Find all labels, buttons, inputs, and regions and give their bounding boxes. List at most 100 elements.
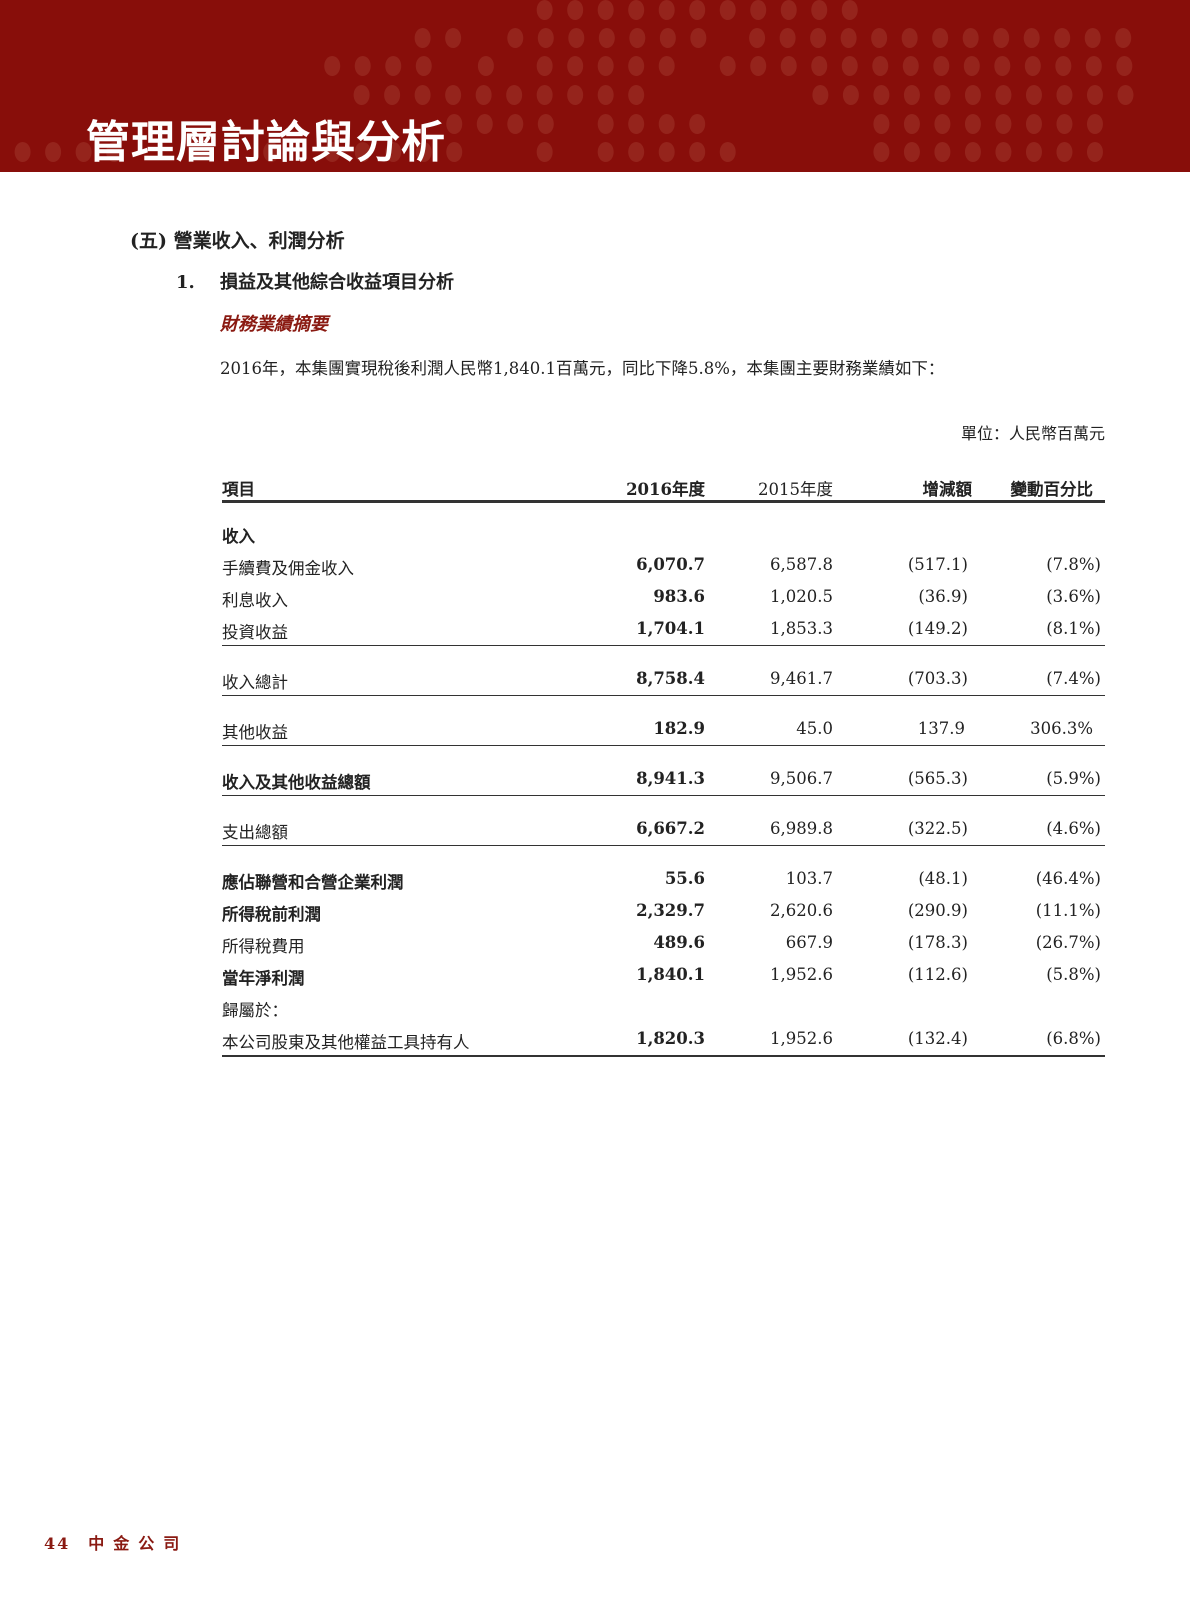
value-change: (112.6) [907, 965, 968, 984]
decorative-dot [903, 85, 920, 105]
decorative-dot [811, 0, 828, 20]
decorative-dot [446, 114, 463, 134]
column-header-change: 增減額 [922, 480, 973, 499]
value-2015: 1,020.5 [770, 587, 833, 606]
decorative-dot [749, 28, 766, 48]
decorative-dot [1025, 114, 1042, 134]
decorative-dot [1086, 85, 1103, 105]
decorative-dot [934, 114, 951, 134]
row-label: 收入總計 [222, 673, 288, 692]
decorative-dot [598, 28, 615, 48]
decorative-dot [659, 28, 676, 48]
value-change-percent: (46.4%) [1035, 869, 1101, 888]
value-2016: 6,070.7 [636, 555, 705, 574]
decorative-dot [871, 28, 888, 48]
decorative-dot [536, 0, 553, 20]
decorative-dot [1086, 114, 1103, 134]
section-heading: (五) 營業收入、利潤分析 [130, 230, 345, 252]
decorative-dot [354, 56, 371, 76]
decorative-dot [750, 0, 767, 20]
table-row: 歸屬於： [222, 991, 1105, 1023]
decorative-dot [658, 56, 675, 76]
value-2015: 6,587.8 [770, 555, 833, 574]
decorative-dot [1115, 28, 1132, 48]
decorative-dot [841, 0, 858, 20]
row-label: 所得稅前利潤 [222, 905, 321, 924]
decorative-dot [1024, 56, 1041, 76]
decorative-dot [536, 56, 553, 76]
value-change: (149.2) [907, 619, 968, 638]
value-change-percent: (7.4%) [1046, 669, 1101, 688]
row-label: 支出總額 [222, 823, 288, 842]
decorative-dot [324, 142, 341, 162]
decorative-dot [567, 0, 584, 20]
decorative-dot [477, 56, 494, 76]
value-2015: 1,952.6 [770, 965, 833, 984]
value-2015: 103.7 [785, 869, 833, 888]
table-row: 收入總計 8,758.4 9,461.7 (703.3) (7.4%) [222, 663, 1105, 696]
decorative-dot [934, 142, 951, 162]
decorative-dot [1056, 142, 1073, 162]
value-2016: 1,820.3 [636, 1029, 705, 1048]
decorative-dot [415, 56, 432, 76]
decorative-dot [1025, 85, 1042, 105]
decorative-dot [628, 114, 645, 134]
decorative-dot [597, 85, 614, 105]
decorative-dot [689, 0, 706, 20]
decorative-dot [719, 0, 736, 20]
row-label: 手續費及佣金收入 [222, 559, 354, 578]
decorative-dot [324, 56, 341, 76]
decorative-dot [840, 28, 857, 48]
decorative-dot [964, 114, 981, 134]
row-label: 其他收益 [222, 723, 288, 742]
decorative-dot [1086, 142, 1103, 162]
decorative-dot [506, 85, 523, 105]
row-label: 所得稅費用 [222, 937, 305, 956]
table-row: 收入 [222, 517, 1105, 549]
decorative-dot [385, 142, 402, 162]
decorative-dot [1084, 28, 1101, 48]
decorative-dot [964, 142, 981, 162]
value-change: (48.1) [918, 869, 968, 888]
table-row: 所得稅費用 489.6 667.9 (178.3) (26.7%) [222, 927, 1105, 959]
decorative-dot [811, 56, 828, 76]
decorative-dot [14, 142, 31, 162]
decorative-dot [263, 142, 280, 162]
decorative-dot [933, 56, 950, 76]
value-2015: 9,461.7 [770, 669, 833, 688]
decorative-dot [994, 56, 1011, 76]
decorative-dot [106, 142, 123, 162]
decorative-dot [384, 85, 401, 105]
decorative-dot [476, 114, 493, 134]
page-number: 44 [44, 1534, 71, 1553]
decorative-dot [597, 142, 614, 162]
decorative-dot [689, 142, 706, 162]
value-change-percent: (3.6%) [1046, 587, 1101, 606]
decorative-dot [903, 114, 920, 134]
value-2015: 1,853.3 [770, 619, 833, 638]
decorative-dot [903, 142, 920, 162]
decorative-dot [597, 0, 614, 20]
decorative-dot [873, 85, 890, 105]
value-2016: 2,329.7 [636, 901, 705, 920]
column-header-change-percent: 變動百分比 [1010, 480, 1094, 499]
decorative-dot [902, 56, 919, 76]
value-2016: 983.6 [653, 587, 705, 606]
decorative-dot [658, 142, 675, 162]
company-name: 中金公司 [88, 1534, 189, 1553]
decorative-dot [1056, 114, 1073, 134]
decorative-dot [597, 114, 614, 134]
decorative-dot [1117, 85, 1134, 105]
decorative-dot [658, 114, 675, 134]
decorative-dot [1116, 56, 1133, 76]
decorative-dot [873, 142, 890, 162]
value-change: (36.9) [918, 587, 968, 606]
decorative-dot [628, 0, 645, 20]
value-change-percent: (8.1%) [1046, 619, 1101, 638]
value-change: (703.3) [907, 669, 968, 688]
decorative-dot [1023, 28, 1040, 48]
decorative-dot [841, 56, 858, 76]
value-change-percent: (5.8%) [1046, 965, 1101, 984]
value-change: (132.4) [907, 1029, 968, 1048]
decorative-dot [779, 28, 796, 48]
